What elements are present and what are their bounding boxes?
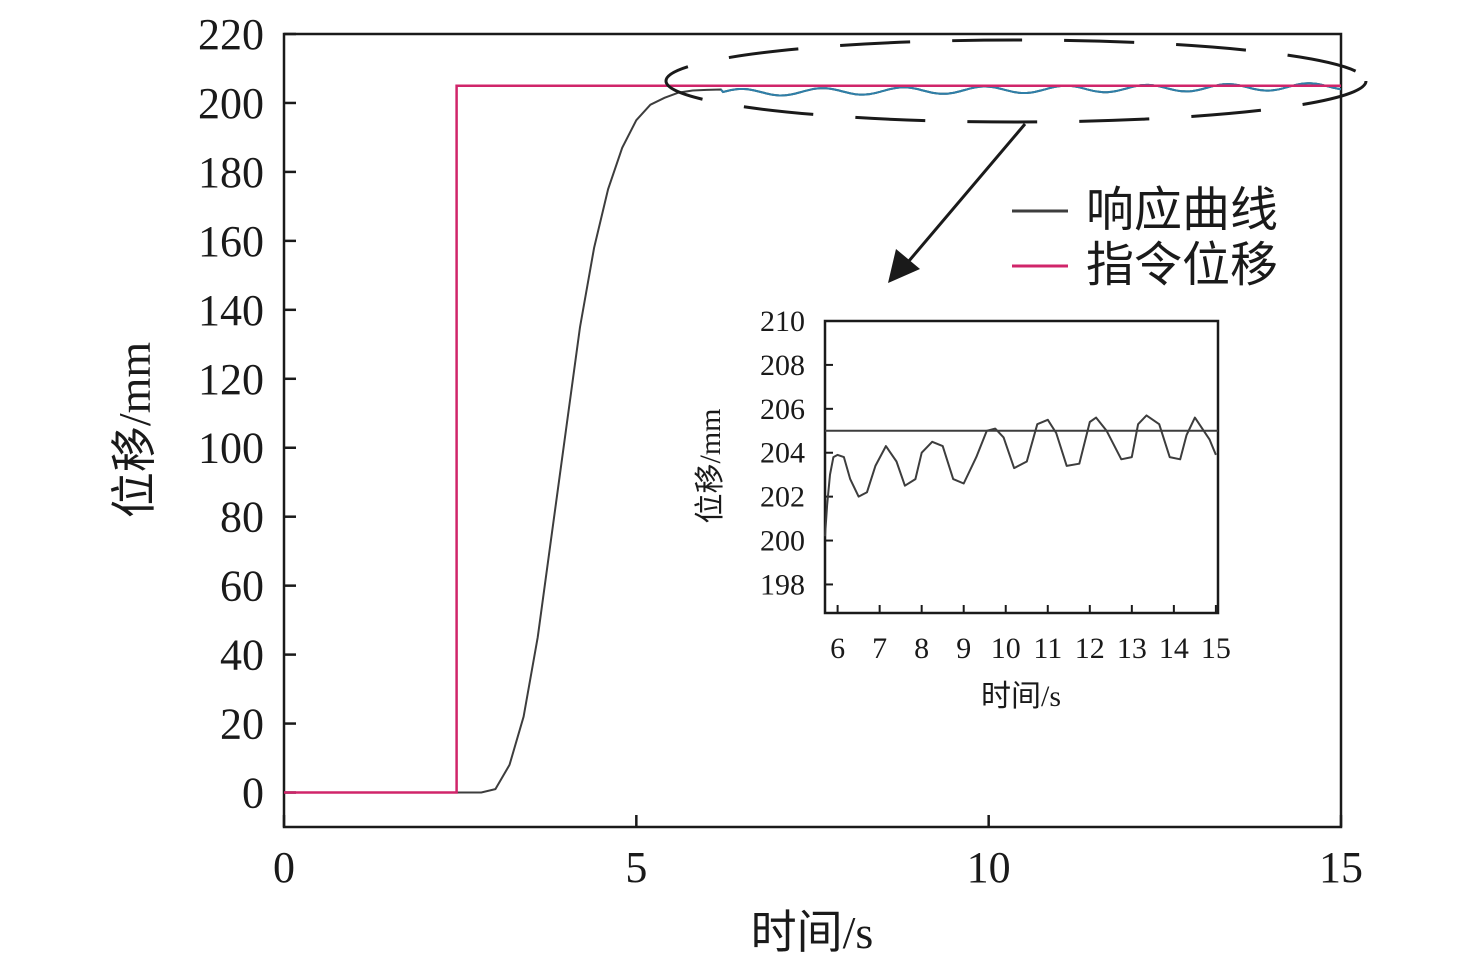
main-y-axis-title: 位移/mm (109, 342, 160, 519)
main-y-tick-label: 160 (198, 217, 264, 266)
legend-label-response: 响应曲线 (1086, 184, 1278, 237)
main-x-axis-title: 时间/s (751, 907, 874, 958)
inset-tick-layer: 6 7 8 9 10 11 12 13 14 15 198 200 202 204 206 208 210 (760, 305, 1231, 665)
main-y-tick-label: 0 (242, 769, 264, 818)
main-y-tick-label: 60 (220, 562, 264, 611)
inset-x-tick-label: 14 (1159, 632, 1189, 665)
inset-series-line-response (824, 414, 1217, 537)
main-y-tick-label: 40 (220, 631, 264, 680)
main-y-tick-label: 180 (198, 148, 264, 197)
inset-y-tick-label: 210 (760, 305, 805, 338)
inset-x-tick-label: 12 (1075, 632, 1105, 665)
main-x-tick-label: 0 (273, 843, 295, 892)
inset-x-tick-label: 13 (1117, 632, 1147, 665)
main-plot-frame (282, 32, 1343, 829)
main-x-tick-label: 10 (967, 843, 1011, 892)
inset-series-layer (824, 414, 1218, 537)
main-y-tick-label: 80 (220, 493, 264, 542)
callout-arrow-line (901, 123, 1027, 269)
inset-x-tick-label: 9 (956, 632, 971, 665)
legend-label-command: 指令位移 (1086, 239, 1278, 292)
main-y-tick-label: 20 (220, 700, 264, 749)
main-y-tick-label: 220 (198, 10, 264, 59)
inset-x-tick-label: 7 (872, 632, 887, 665)
inset-y-tick-label: 200 (760, 525, 805, 558)
inset-y-tick-label: 208 (760, 349, 805, 382)
inset-y-tick-label: 204 (760, 437, 805, 470)
inset-plot-frame (823, 319, 1220, 615)
callout-arrowhead (888, 249, 920, 283)
inset-x-axis-title: 时间/s (981, 680, 1061, 713)
inset-x-tick-label: 11 (1033, 632, 1062, 665)
inset-x-tick-label: 8 (914, 632, 929, 665)
inset-x-tick-label: 10 (991, 632, 1021, 665)
inset-x-tick-label: 6 (830, 632, 845, 665)
main-tick-layer: 0 5 10 15 0 20 40 60 80 100 120 140 160 180 200 220 (198, 10, 1363, 892)
main-y-tick-label: 120 (198, 355, 264, 404)
main-y-tick-label: 200 (198, 79, 264, 128)
main-series-layer (284, 82, 1342, 794)
legend: 响应曲线 指令位移 (1012, 184, 1278, 292)
main-x-tick-label: 15 (1319, 843, 1363, 892)
inset-x-tick-label: 15 (1201, 632, 1231, 665)
inset-y-tick-label: 202 (760, 481, 805, 514)
main-y-tick-label: 140 (198, 286, 264, 335)
inset-y-axis-title: 位移/mm (694, 408, 727, 523)
series-line-command (284, 84, 1341, 794)
main-x-tick-label: 5 (625, 843, 647, 892)
inset-y-tick-label: 206 (760, 393, 805, 426)
main-y-tick-label: 100 (198, 424, 264, 473)
highlight-dashed-ellipse (664, 38, 1368, 124)
inset-y-tick-label: 198 (760, 568, 805, 601)
